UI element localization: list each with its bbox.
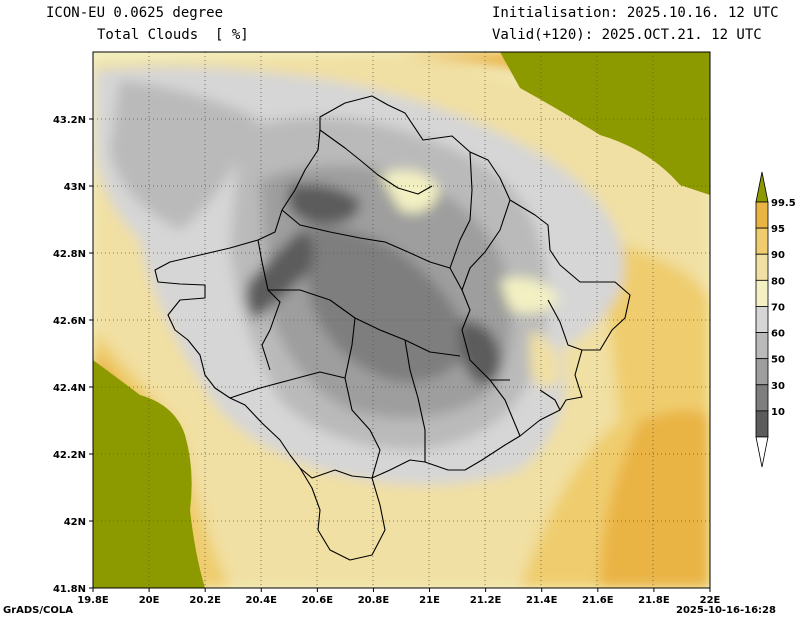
colorbar-segment [755, 332, 769, 360]
lon-tick-label: 21.4E [526, 595, 558, 606]
lat-tick-label: 42.2N [53, 450, 86, 461]
lon-tick-label: 21E [419, 595, 440, 606]
no-data-west [93, 360, 205, 588]
lat-tick-label: 42.8N [53, 249, 86, 260]
lat-tick-label: 43N [64, 182, 86, 193]
model-title: ICON-EU 0.0625 degree [46, 5, 224, 21]
colorbar-label: 95 [771, 224, 785, 235]
colorbar-label: 10 [771, 407, 785, 418]
colorbar-label: 80 [771, 276, 785, 287]
axis-ticks [89, 118, 711, 592]
graticule [93, 52, 710, 588]
lon-tick-label: 22E [700, 595, 721, 606]
colorbar-segment [755, 358, 769, 386]
lon-tick-label: 20.2E [189, 595, 221, 606]
colorbar-segment [755, 227, 769, 255]
lat-tick-label: 41.8N [53, 584, 86, 595]
colorbar-label: 70 [771, 302, 785, 313]
lat-tick-label: 43.2N [53, 115, 86, 126]
colorbar-segment [755, 253, 769, 281]
lon-tick-label: 21.6E [582, 595, 614, 606]
admin-boundaries [154, 95, 631, 561]
kosovo-outline [154, 95, 631, 479]
lon-tick-label: 19.8E [77, 595, 109, 606]
lon-tick-label: 21.2E [470, 595, 502, 606]
axis-tick-labels: 19.8E 20E 20.2E 20.4E 20.6E 20.8E 21E 21.2E 21.4… [53, 115, 721, 606]
lat-tick-label: 42.4N [53, 383, 86, 394]
no-data-northeast [400, 52, 710, 195]
render-timestamp: 2025-10-16-16:28 [676, 605, 776, 616]
colorbar-segment [755, 201, 769, 229]
lat-tick-label: 42.6N [53, 316, 86, 327]
lat-tick-label: 42N [64, 517, 86, 528]
colorbar-segment [755, 384, 769, 412]
cloud-field [93, 52, 710, 588]
colorbar-bottom-triangle [755, 436, 769, 468]
colorbar-segment [755, 410, 769, 438]
grads-credit: GrADS/COLA [3, 605, 73, 616]
lon-tick-label: 20.6E [302, 595, 334, 606]
init-time: Initialisation: 2025.10.16. 12 UTC [492, 5, 779, 21]
colorbar-top-triangle [755, 171, 769, 203]
colorbar-label: 30 [771, 381, 785, 392]
lon-tick-label: 20.8E [358, 595, 390, 606]
colorbar-segment [755, 306, 769, 333]
colorbar-label: 99.5 [771, 198, 796, 209]
valid-time: Valid(+120): 2025.OCT.21. 12 UTC [492, 27, 762, 43]
colorbar-label: 90 [771, 250, 785, 261]
colorbar-label: 50 [771, 355, 785, 366]
lon-tick-label: 21.8E [638, 595, 670, 606]
colorbar: 99.5 95 90 80 70 60 50 30 10 [755, 171, 796, 468]
lon-tick-label: 20.4E [246, 595, 278, 606]
colorbar-segment [755, 279, 769, 307]
variable-title: Total Clouds [ %] [97, 27, 249, 43]
colorbar-label: 60 [771, 329, 785, 340]
lon-tick-label: 20E [139, 595, 160, 606]
